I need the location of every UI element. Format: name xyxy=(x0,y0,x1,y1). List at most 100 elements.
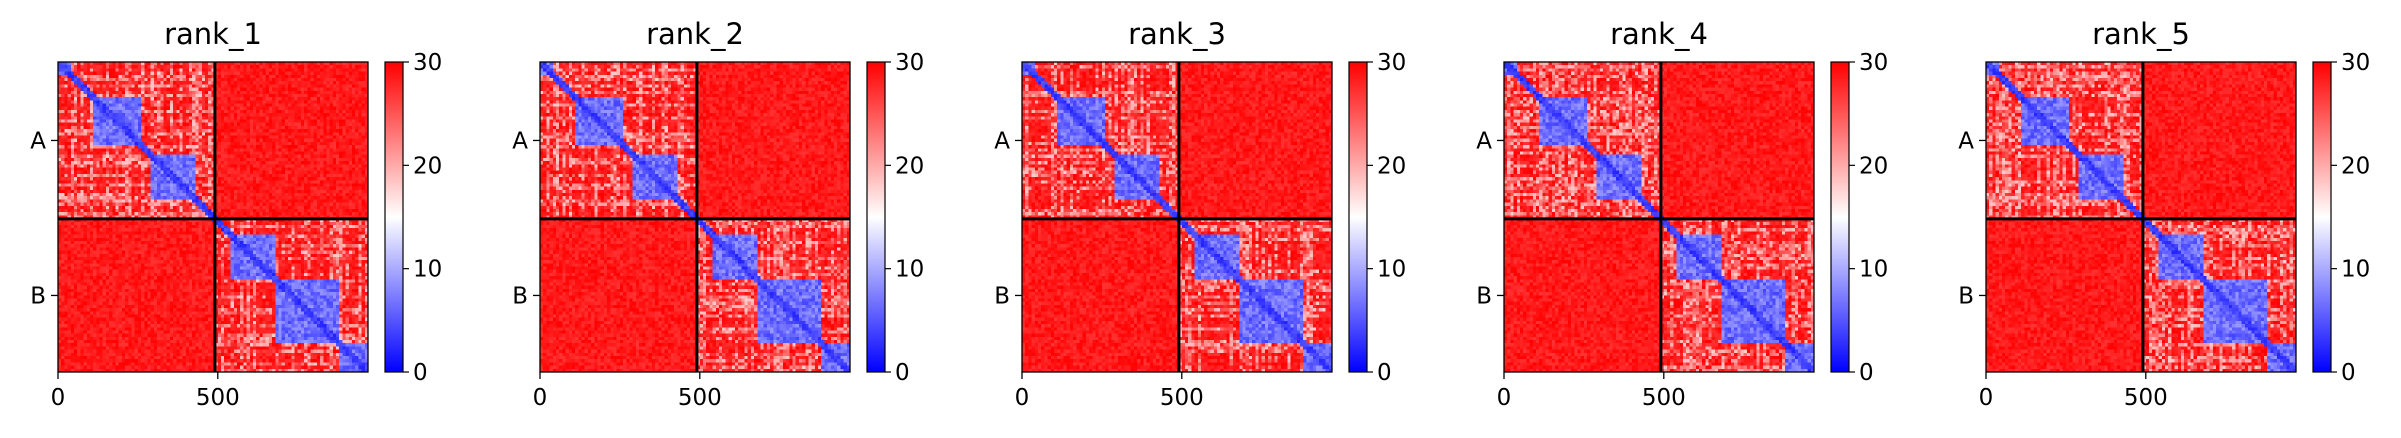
heat-cell xyxy=(166,224,171,229)
heat-cell xyxy=(310,97,315,101)
heat-cell xyxy=(173,113,177,117)
heat-cell xyxy=(262,135,267,140)
heat-cell xyxy=(224,77,228,82)
heat-cell xyxy=(112,113,116,117)
heat-cell xyxy=(115,221,120,226)
heat-cell xyxy=(169,81,174,85)
heat-cell xyxy=(118,161,123,165)
heat-cell xyxy=(233,129,238,133)
heat-cell xyxy=(201,167,206,172)
heat-cell xyxy=(355,212,359,216)
heat-cell xyxy=(128,205,132,210)
heat-cell xyxy=(118,97,123,101)
heat-cell xyxy=(336,196,340,200)
heat-cell xyxy=(211,205,215,210)
heat-cell xyxy=(316,167,321,172)
heat-cell xyxy=(176,62,180,66)
heat-cell xyxy=(256,106,260,111)
heat-cell xyxy=(61,180,65,184)
heat-cell xyxy=(201,138,206,143)
heat-cell xyxy=(77,81,81,85)
heat-cell xyxy=(342,90,347,95)
heat-cell xyxy=(137,116,142,120)
heat-cell xyxy=(262,103,267,108)
heat-cell xyxy=(169,122,174,127)
heat-cell xyxy=(217,189,222,194)
heat-cell xyxy=(281,215,286,219)
heat-cell xyxy=(326,77,331,82)
heat-cell xyxy=(160,106,164,111)
heat-cell xyxy=(61,65,65,69)
heat-cell xyxy=(160,164,164,168)
heat-cell xyxy=(284,87,289,92)
heat-cell xyxy=(220,154,225,159)
heat-cell xyxy=(77,205,81,210)
heat-cell xyxy=(99,164,104,168)
heat-cell xyxy=(220,180,225,184)
heat-cell xyxy=(348,202,353,207)
heat-cell xyxy=(256,71,260,76)
heat-cell xyxy=(115,125,120,130)
heat-cell xyxy=(355,74,359,79)
heat-cell xyxy=(89,71,94,76)
heat-cell xyxy=(278,74,283,79)
heat-cell xyxy=(268,109,273,114)
heat-cell xyxy=(134,106,139,111)
heat-cell xyxy=(329,71,334,76)
heat-cell xyxy=(160,122,164,127)
heat-cell xyxy=(144,164,148,168)
heat-cell xyxy=(268,212,273,216)
heat-cell xyxy=(141,189,145,194)
heat-cell xyxy=(323,202,327,207)
heat-cell xyxy=(336,62,340,66)
heat-cell xyxy=(160,199,164,204)
heat-cell xyxy=(246,103,251,108)
heat-cell xyxy=(345,157,350,162)
heat-cell xyxy=(342,141,347,146)
heat-cell xyxy=(265,97,270,101)
heat-cell xyxy=(358,199,363,204)
heat-cell xyxy=(169,145,174,149)
heat-cell xyxy=(345,145,350,149)
heat-cell xyxy=(192,103,196,108)
heat-cell xyxy=(109,74,113,79)
heat-cell xyxy=(265,173,270,178)
heat-cell xyxy=(364,183,369,188)
heat-cell xyxy=(268,215,273,219)
heat-cell xyxy=(355,103,359,108)
heat-cell xyxy=(217,77,222,82)
heat-cell xyxy=(297,205,302,210)
heat-cell xyxy=(208,71,212,76)
heat-cell xyxy=(118,77,123,82)
heat-cell xyxy=(89,154,94,159)
heat-cell xyxy=(352,90,356,95)
heat-cell xyxy=(93,183,97,188)
heat-cell xyxy=(281,170,286,175)
heat-cell xyxy=(195,93,200,98)
heat-cell xyxy=(364,145,369,149)
heat-cell xyxy=(58,193,62,197)
heat-cell xyxy=(109,164,113,168)
heat-cell xyxy=(189,65,193,69)
heat-cell xyxy=(189,97,193,101)
heat-cell xyxy=(220,145,225,149)
heat-cell xyxy=(268,173,273,178)
heat-cell xyxy=(268,62,273,66)
heat-cell xyxy=(342,151,347,156)
heat-cell xyxy=(230,71,235,76)
heat-cell xyxy=(294,109,299,114)
heat-cell xyxy=(355,180,359,184)
heat-cell xyxy=(291,196,295,200)
heat-cell xyxy=(288,122,292,127)
heat-cell xyxy=(320,113,324,117)
heat-cell xyxy=(150,116,155,120)
heat-cell xyxy=(99,125,104,130)
heat-cell xyxy=(329,132,334,136)
heat-cell xyxy=(339,164,343,168)
heat-cell xyxy=(265,125,270,130)
heat-cell xyxy=(147,209,152,213)
heat-cell xyxy=(150,62,155,66)
heat-cell xyxy=(329,106,334,111)
heat-cell xyxy=(326,129,331,133)
heat-cell xyxy=(128,154,132,159)
